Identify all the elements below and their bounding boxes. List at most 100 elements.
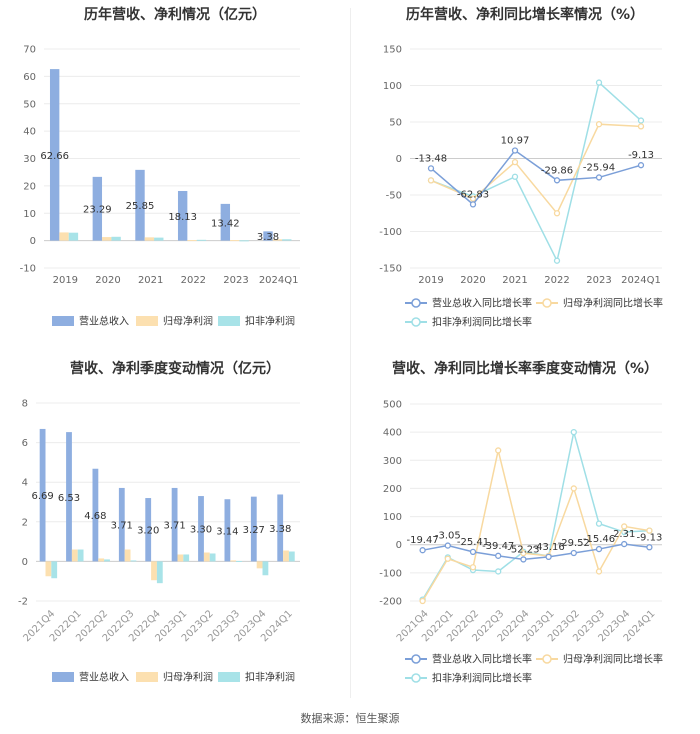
data-label: -52.23 (507, 544, 539, 555)
data-point (495, 552, 502, 559)
bar-revenue (39, 428, 46, 562)
bar-net-profit (230, 560, 237, 562)
x-tick-label: 2019 (53, 275, 78, 286)
y-tick-label: -10 (20, 264, 36, 275)
data-point (595, 174, 603, 181)
y-tick-label: 10 (23, 209, 36, 220)
data-label: -43.16 (532, 542, 564, 553)
y-tick-label: -50 (386, 191, 402, 202)
bar-deducted-profit (68, 232, 79, 241)
bar-net-profit (272, 239, 283, 241)
data-point (553, 210, 561, 217)
data-point (419, 597, 426, 605)
data-label: 3.30 (190, 525, 212, 536)
series-line-1 (430, 123, 642, 215)
chart-title: 历年营收、净利同比增长率情况（%） (405, 7, 645, 23)
data-label: -39.47 (482, 541, 514, 552)
legend-swatch (218, 316, 240, 326)
bar-revenue (92, 176, 103, 241)
data-source: 数据来源：恒生聚源 (300, 712, 400, 725)
x-tick-label: 2021 (502, 275, 527, 286)
data-label: -9.13 (628, 150, 654, 161)
data-point (469, 195, 477, 202)
data-label: -9.13 (636, 532, 662, 543)
data-point (427, 177, 435, 184)
y-tick-label: -150 (379, 264, 402, 275)
bar-deducted-profit (262, 561, 269, 576)
data-label: -3.05 (435, 531, 461, 542)
legend-label: 扣非净利润同比增长率 (432, 316, 532, 329)
y-tick-label: -100 (379, 568, 402, 579)
legend-marker (411, 673, 421, 683)
data-label: 3.20 (137, 526, 159, 537)
x-tick-label: 2022 (544, 275, 569, 286)
bar-revenue (277, 494, 284, 562)
bar-deducted-profit (239, 240, 249, 242)
bar-net-profit (59, 232, 69, 241)
data-point (444, 542, 451, 549)
y-tick-label: -2 (18, 597, 28, 608)
series-line-0 (422, 543, 650, 561)
data-point (469, 201, 477, 208)
chart-title: 营收、净利同比增长率季度变动情况（%） (391, 361, 659, 377)
series-line-0 (430, 149, 642, 206)
data-label: 3.71 (111, 521, 133, 532)
data-point (511, 173, 519, 180)
data-point (545, 553, 552, 561)
x-tick-label: 2020 (460, 275, 485, 286)
y-tick-label: 500 (383, 400, 402, 411)
legend-label: 营业总收入 (79, 315, 129, 328)
bar-revenue (177, 190, 188, 241)
y-tick-label: 0 (396, 540, 402, 551)
data-label: 62.66 (40, 151, 69, 162)
data-label: 3.71 (163, 521, 185, 532)
y-tick-label: 50 (389, 118, 402, 129)
bar-deducted-profit (209, 553, 216, 562)
chart-title: 营收、净利季度变动情况（亿元） (70, 361, 280, 377)
data-point (595, 568, 603, 575)
bar-net-profit (187, 240, 197, 242)
x-tick-label: 2021 (138, 275, 163, 286)
chart-title: 历年营收、净利情况（亿元） (84, 7, 266, 23)
y-tick-label: 20 (23, 181, 36, 192)
y-tick-label: 2 (22, 517, 28, 528)
data-label: 3.27 (243, 525, 265, 536)
bar-revenue (198, 496, 204, 562)
panel-divider (350, 8, 351, 698)
y-tick-label: 100 (383, 81, 402, 92)
bar-deducted-profit (236, 561, 242, 563)
bar-deducted-profit (104, 559, 110, 562)
bar-deducted-profit (154, 237, 164, 241)
y-tick-label: 0 (30, 236, 36, 247)
bar-deducted-profit (288, 551, 295, 562)
data-label: 25.85 (126, 201, 155, 212)
y-tick-label: 200 (383, 484, 402, 495)
x-tick-label: 2023 (223, 275, 248, 286)
data-label: -13.48 (415, 153, 447, 164)
bar-deducted-profit (51, 561, 58, 579)
data-label: -25.41 (457, 537, 489, 548)
legend-marker (411, 654, 421, 664)
bar-revenue (66, 432, 72, 562)
data-label: 6.53 (58, 493, 80, 504)
legend-label: 扣非净利润 (245, 671, 295, 684)
bar-deducted-profit (183, 554, 190, 562)
quarterly-growth-chart: -200 -100 0 100 200 300 400 500 -19.47-3.05-25.4… (379, 400, 663, 685)
bar-revenue (250, 496, 257, 562)
data-point (520, 550, 527, 557)
bar-revenue (49, 69, 60, 241)
bar-net-profit (230, 240, 240, 242)
legend-swatch (136, 672, 158, 682)
bar-net-profit (144, 237, 155, 241)
data-label: -19.47 (406, 535, 438, 546)
y-tick-label: 100 (383, 512, 402, 523)
legend-label: 扣非净利润同比增长率 (432, 672, 532, 685)
data-point (511, 147, 519, 154)
bar-deducted-profit (156, 561, 163, 584)
bar-deducted-profit (111, 236, 121, 241)
y-tick-label: 60 (23, 72, 36, 83)
y-tick-label: 30 (23, 154, 36, 165)
data-label: -29.52 (558, 538, 590, 549)
series-line-2 (430, 81, 642, 263)
bar-net-profit (256, 561, 263, 569)
